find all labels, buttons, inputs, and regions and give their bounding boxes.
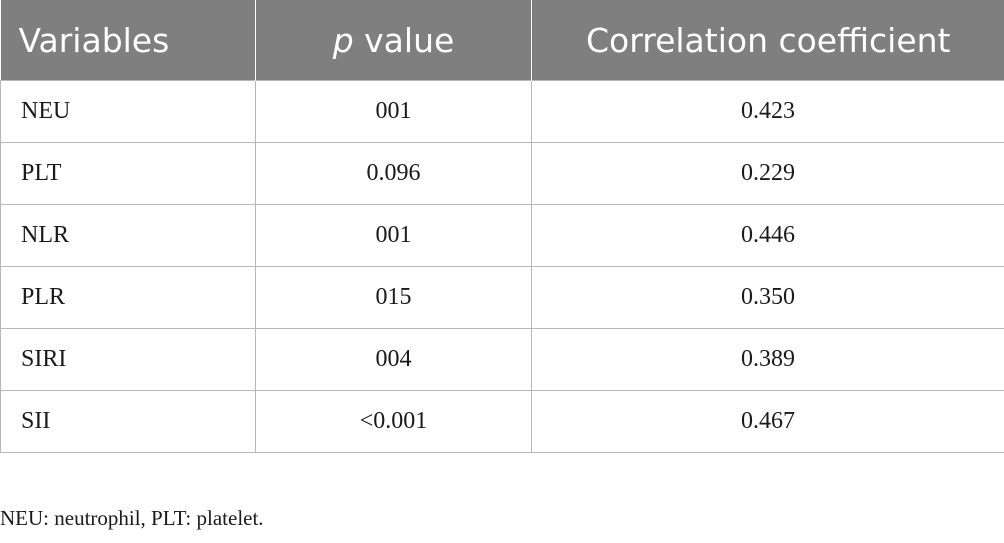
table-row: PLT 0.096 0.229 (0, 142, 1004, 205)
correlation-table: Variables p value Correlation coefficien… (0, 0, 1004, 453)
cell-variable: SIRI (0, 328, 256, 391)
table-body: NEU 001 0.423 PLT 0.096 0.229 NLR 001 0.… (0, 80, 1004, 453)
cell-p-value: <0.001 (255, 390, 532, 453)
cell-p-value: 001 (255, 204, 532, 267)
table-header: Variables p value Correlation coefficien… (0, 0, 1004, 81)
cell-p-value: 0.096 (255, 142, 532, 205)
cell-variable: PLT (0, 142, 256, 205)
table-row: SIRI 004 0.389 (0, 328, 1004, 391)
cell-coefficient: 0.389 (531, 328, 1004, 391)
cell-coefficient: 0.446 (531, 204, 1004, 267)
table-row: PLR 015 0.350 (0, 266, 1004, 329)
cell-coefficient: 0.467 (531, 390, 1004, 453)
table-row: SII <0.001 0.467 (0, 390, 1004, 453)
header-correlation: Correlation coefficient (531, 0, 1004, 81)
header-variables: Variables (0, 0, 256, 81)
header-row: Variables p value Correlation coefficien… (0, 0, 1004, 81)
cell-p-value: 001 (255, 80, 532, 143)
cell-coefficient: 0.423 (531, 80, 1004, 143)
cell-coefficient: 0.229 (531, 142, 1004, 205)
cell-variable: PLR (0, 266, 256, 329)
cell-p-value: 004 (255, 328, 532, 391)
cell-variable: SII (0, 390, 256, 453)
cell-coefficient: 0.350 (531, 266, 1004, 329)
header-p-value: p value (255, 0, 532, 81)
table-row: NEU 001 0.423 (0, 80, 1004, 143)
cell-variable: NLR (0, 204, 256, 267)
cell-p-value: 015 (255, 266, 532, 329)
table-row: NLR 001 0.446 (0, 204, 1004, 267)
header-p-rest: value (353, 20, 455, 60)
cell-variable: NEU (0, 80, 256, 143)
data-table-container: Variables p value Correlation coefficien… (0, 0, 1004, 453)
table-footnote: NEU: neutrophil, PLT: platelet. (0, 506, 264, 530)
header-p-italic: p (332, 20, 354, 60)
